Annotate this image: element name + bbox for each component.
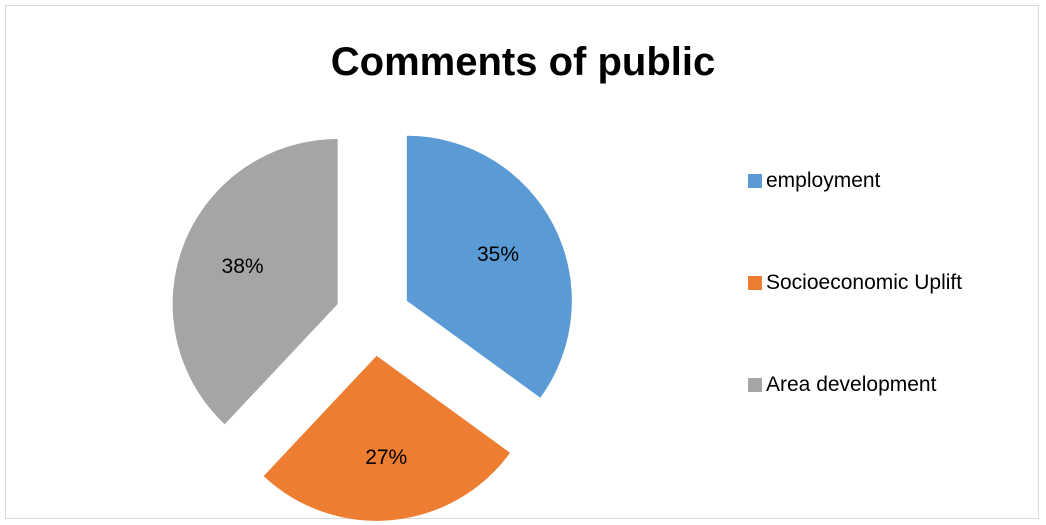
legend-label: Socioeconomic Uplift [766, 271, 963, 294]
pie-slice-socioeconomic-uplift [263, 355, 511, 521]
legend-label: employment [766, 169, 881, 192]
legend-swatch [748, 276, 762, 290]
legend-item-socioeconomic-uplift: Socioeconomic Uplift [748, 268, 962, 298]
data-label-employment: 35% [477, 243, 519, 266]
legend-swatch [748, 174, 762, 188]
data-label-socioeconomic-uplift: 27% [365, 446, 407, 469]
pie-slice-employment [406, 135, 572, 398]
legend-item-employment: employment [748, 166, 880, 196]
legend-item-area-development: Area development [748, 370, 936, 400]
chart-title: Comments of public [330, 40, 716, 84]
data-label-area-development: 38% [222, 255, 264, 278]
legend-label: Area development [766, 373, 937, 396]
legend-swatch [748, 378, 762, 392]
pie-slice-area-development [172, 139, 338, 425]
